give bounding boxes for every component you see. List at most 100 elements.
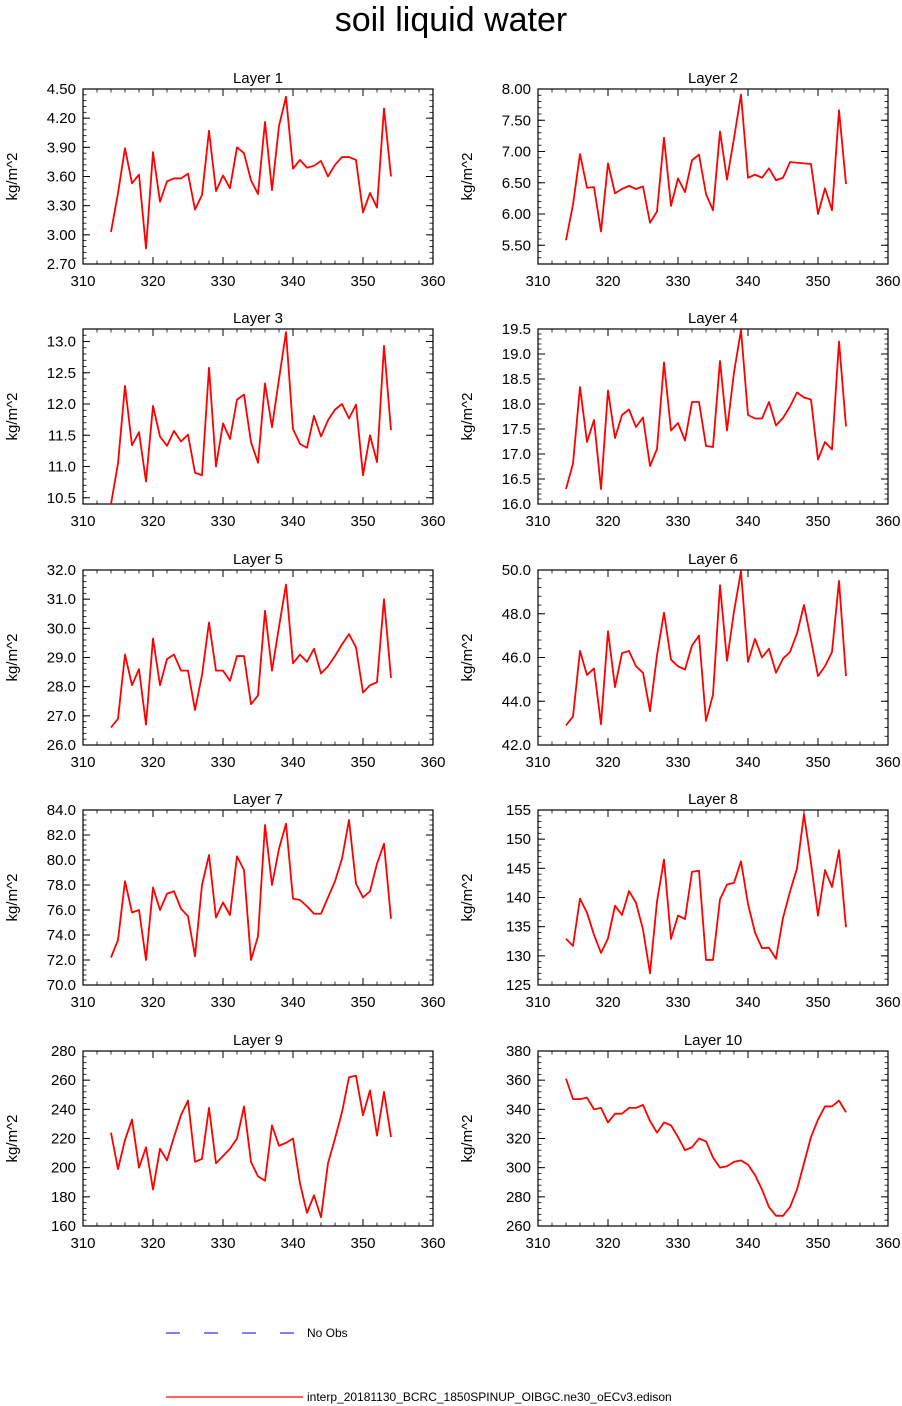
x-tick-label: 330 bbox=[210, 273, 235, 290]
series-line-layer-1 bbox=[110, 95, 392, 250]
x-tick-label: 350 bbox=[350, 1235, 375, 1252]
y-tick-label: 10.5 bbox=[47, 490, 76, 507]
y-tick-label: 72.0 bbox=[47, 952, 76, 969]
panel-title: Layer 1 bbox=[233, 70, 283, 87]
y-tick-label: 280 bbox=[506, 1189, 531, 1206]
panel-layer-3: Layer 3 kg/m^2 310 320 330 340 350 360 10.5 11.0 1… bbox=[4, 310, 446, 530]
x-tick-label: 310 bbox=[525, 513, 550, 530]
x-tick-label: 350 bbox=[805, 273, 830, 290]
panel-layer-9: Layer 9 kg/m^2 310 320 330 340 350 360 160 180 200… bbox=[4, 1032, 446, 1252]
x-tick-label: 360 bbox=[875, 273, 900, 290]
x-tick-label: 350 bbox=[805, 754, 830, 771]
y-tick-label: 26.0 bbox=[47, 737, 76, 754]
x-tick-label: 340 bbox=[280, 513, 305, 530]
x-tick-label: 320 bbox=[140, 273, 165, 290]
x-tick-label: 330 bbox=[665, 1235, 690, 1252]
y-axis-label: kg/m^2 bbox=[459, 634, 476, 682]
y-tick-label: 4.50 bbox=[47, 81, 76, 98]
panel-title: Layer 3 bbox=[233, 310, 283, 327]
series-line-layer-4 bbox=[565, 329, 847, 490]
y-tick-label: 46.0 bbox=[502, 650, 531, 667]
panel-title: Layer 8 bbox=[688, 791, 738, 808]
y-tick-label: 300 bbox=[506, 1160, 531, 1177]
y-tick-label: 19.5 bbox=[502, 321, 531, 338]
y-tick-label: 145 bbox=[506, 860, 531, 877]
y-tick-label: 11.0 bbox=[48, 459, 76, 476]
y-axis-label: kg/m^2 bbox=[459, 874, 476, 922]
y-tick-label: 150 bbox=[506, 831, 531, 848]
x-tick-label: 360 bbox=[875, 754, 900, 771]
panel-title: Layer 4 bbox=[688, 310, 738, 327]
x-tick-label: 350 bbox=[350, 754, 375, 771]
panel-layer-7: Layer 7 kg/m^2 310 320 330 340 350 360 70.0 72.0 7… bbox=[4, 791, 446, 1011]
y-tick-label: 130 bbox=[506, 948, 531, 965]
y-tick-label: 260 bbox=[506, 1218, 531, 1235]
series-line-layer-7 bbox=[110, 819, 392, 961]
x-tick-label: 320 bbox=[140, 994, 165, 1011]
panel-title: Layer 6 bbox=[688, 551, 738, 568]
x-tick-label: 350 bbox=[350, 273, 375, 290]
x-tick-label: 310 bbox=[525, 994, 550, 1011]
panel-layer-5: Layer 5 kg/m^2 310 320 330 340 350 360 26.0 27.0 2… bbox=[4, 551, 446, 771]
y-axis-label: kg/m^2 bbox=[459, 1115, 476, 1163]
y-tick-label: 17.0 bbox=[502, 446, 531, 463]
x-tick-label: 360 bbox=[875, 994, 900, 1011]
plot-frame bbox=[537, 1050, 889, 1227]
y-tick-label: 13.0 bbox=[47, 334, 76, 351]
series-line-layer-9 bbox=[110, 1074, 392, 1219]
x-tick-label: 330 bbox=[665, 754, 690, 771]
y-tick-label: 155 bbox=[506, 802, 531, 819]
x-tick-label: 320 bbox=[595, 273, 620, 290]
y-tick-label: 42.0 bbox=[502, 737, 531, 754]
x-tick-label: 320 bbox=[595, 1235, 620, 1252]
y-tick-label: 260 bbox=[51, 1072, 76, 1089]
y-tick-label: 200 bbox=[51, 1160, 76, 1177]
x-tick-label: 350 bbox=[350, 513, 375, 530]
x-tick-label: 320 bbox=[595, 754, 620, 771]
x-tick-label: 340 bbox=[735, 273, 760, 290]
panel-title: Layer 10 bbox=[684, 1032, 742, 1049]
y-tick-label: 5.50 bbox=[502, 237, 531, 254]
y-tick-label: 2.70 bbox=[47, 256, 76, 273]
x-tick-label: 360 bbox=[420, 1235, 445, 1252]
y-tick-label: 84.0 bbox=[47, 802, 76, 819]
y-tick-label: 18.5 bbox=[502, 371, 531, 388]
x-tick-label: 320 bbox=[595, 994, 620, 1011]
y-tick-label: 18.0 bbox=[502, 396, 531, 413]
y-tick-label: 360 bbox=[506, 1072, 531, 1089]
x-tick-label: 320 bbox=[140, 1235, 165, 1252]
y-tick-label: 48.0 bbox=[502, 606, 531, 623]
x-tick-label: 340 bbox=[280, 273, 305, 290]
y-tick-label: 78.0 bbox=[47, 877, 76, 894]
y-tick-label: 19.0 bbox=[502, 346, 531, 363]
x-tick-label: 330 bbox=[210, 513, 235, 530]
x-tick-label: 330 bbox=[210, 754, 235, 771]
y-tick-label: 29.0 bbox=[47, 650, 76, 667]
y-axis-label: kg/m^2 bbox=[4, 874, 21, 922]
y-tick-label: 17.5 bbox=[502, 421, 531, 438]
x-tick-label: 310 bbox=[70, 273, 95, 290]
y-tick-label: 16.5 bbox=[502, 471, 531, 488]
plot-frame bbox=[537, 88, 889, 265]
y-axis-label: kg/m^2 bbox=[4, 1115, 21, 1163]
x-tick-label: 340 bbox=[735, 1235, 760, 1252]
x-tick-label: 310 bbox=[525, 754, 550, 771]
x-tick-label: 320 bbox=[140, 754, 165, 771]
x-tick-label: 330 bbox=[665, 994, 690, 1011]
x-tick-label: 330 bbox=[665, 273, 690, 290]
series-line-layer-8 bbox=[565, 813, 847, 975]
chart-title: soil liquid water bbox=[334, 1, 568, 39]
x-tick-label: 320 bbox=[595, 513, 620, 530]
x-tick-label: 310 bbox=[70, 994, 95, 1011]
y-tick-label: 12.5 bbox=[47, 365, 76, 382]
y-tick-label: 30.0 bbox=[47, 620, 76, 637]
x-tick-label: 360 bbox=[420, 513, 445, 530]
x-tick-label: 360 bbox=[420, 273, 445, 290]
series-line-layer-3 bbox=[110, 331, 392, 505]
y-tick-label: 320 bbox=[506, 1131, 531, 1148]
y-tick-label: 3.90 bbox=[47, 139, 76, 156]
y-tick-label: 80.0 bbox=[47, 852, 76, 869]
y-tick-label: 125 bbox=[506, 977, 531, 994]
y-tick-label: 3.30 bbox=[47, 198, 76, 215]
